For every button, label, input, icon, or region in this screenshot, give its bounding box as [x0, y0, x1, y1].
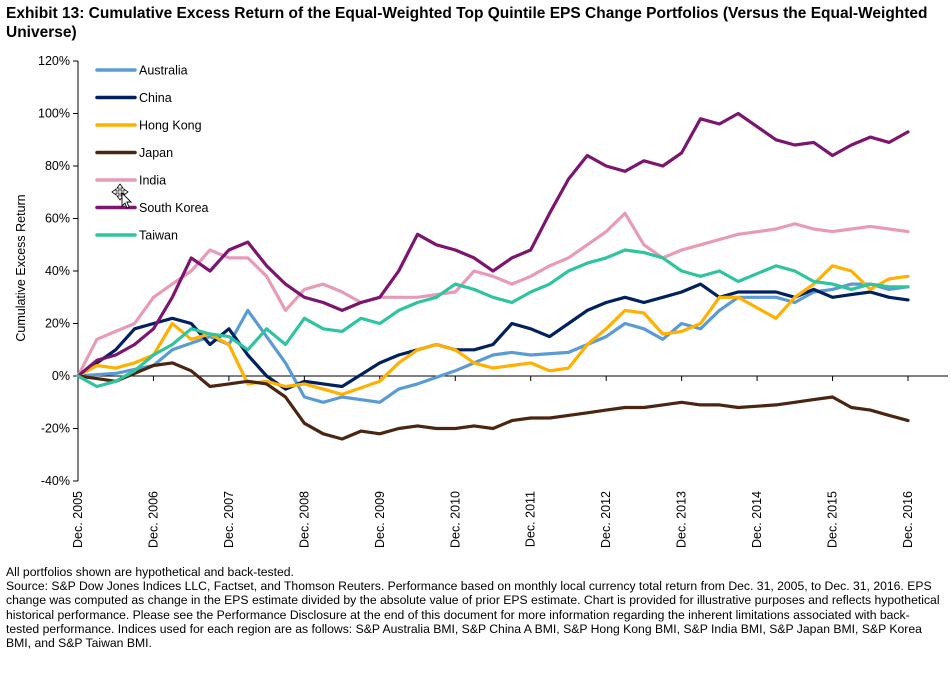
x-tick-label: Dec. 2006: [146, 491, 160, 548]
x-tick-label: Dec. 2011: [524, 491, 538, 547]
series-line-australia: [76, 282, 910, 404]
legend-label-australia: Australia: [139, 64, 188, 78]
footnote: All portfolios shown are hypothetical an…: [6, 565, 941, 650]
legend: Australia China Hong Kong Japan India South K…: [95, 64, 209, 243]
y-tick-label: 120%: [38, 54, 70, 68]
x-tick-label: Dec. 2015: [826, 491, 840, 548]
series-line-china: [76, 282, 910, 391]
y-tick-label: 40%: [45, 264, 70, 278]
legend-label-hong-kong: Hong Kong: [139, 119, 202, 133]
series-line-india: [76, 211, 910, 378]
y-tick-label: -20%: [41, 422, 70, 436]
x-tick-label: Dec. 2013: [675, 491, 689, 548]
x-tick-label: Dec. 2012: [599, 491, 613, 548]
footnote-source: Source: S&P Dow Jones Indices LLC, Facts…: [6, 579, 940, 651]
series-line-japan: [76, 361, 910, 441]
legend-label-china: China: [139, 91, 172, 105]
series-lines: [76, 111, 910, 441]
x-tick-label: Dec. 2014: [750, 491, 764, 548]
x-tick-label: Dec. 2016: [901, 491, 915, 548]
x-tick-label: Dec. 2010: [448, 491, 462, 548]
x-tick-label: Dec. 2009: [373, 491, 387, 548]
chart-title: Exhibit 13: Cumulative Excess Return of …: [6, 5, 928, 41]
y-tick-label: 20%: [45, 317, 70, 331]
series-line-south-korea: [76, 111, 910, 378]
legend-label-taiwan: Taiwan: [139, 229, 178, 243]
x-tick-label: Dec. 2008: [297, 491, 311, 548]
y-tick-label: 100%: [38, 107, 70, 121]
y-tick-label: 60%: [45, 212, 70, 226]
y-axis-label: Cumulative Excess Return: [14, 194, 28, 341]
line-chart: 120% 100% 80% 60% 40% 20% 0% -20% -40% Dec. 2005…: [14, 54, 948, 548]
series-line-taiwan: [76, 248, 910, 389]
y-tick-label: -40%: [41, 474, 70, 488]
series-line-hong-kong: [76, 264, 910, 396]
x-tick-label: Dec. 2005: [71, 491, 85, 548]
footnote-disclaimer: All portfolios shown are hypothetical an…: [6, 565, 294, 579]
legend-label-south-korea: South Korea: [139, 201, 209, 215]
y-axis: 120% 100% 80% 60% 40% 20% 0% -20% -40%: [38, 54, 79, 488]
x-tick-label: Dec. 2007: [222, 491, 236, 548]
y-tick-label: 0%: [52, 369, 70, 383]
move-cursor-icon: [111, 183, 133, 209]
x-axis: Dec. 2005 Dec. 2006 Dec. 2007 Dec. 2008 Dec.…: [71, 375, 948, 548]
y-tick-label: 80%: [45, 159, 70, 173]
legend-label-japan: Japan: [139, 146, 173, 160]
legend-label-india: India: [139, 174, 166, 188]
